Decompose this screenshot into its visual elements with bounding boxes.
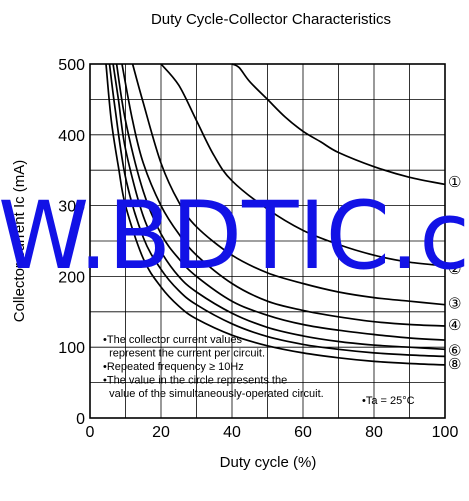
series-line-8	[105, 63, 446, 366]
curve-label: ⑥	[448, 341, 461, 359]
x-tick-label: 40	[223, 424, 241, 441]
y-tick-labels: 0 100 200 300 400 500	[58, 57, 85, 428]
y-tick-label: 400	[58, 128, 85, 145]
x-tick-labels: 0 20 40 60 80 100	[86, 424, 459, 441]
curve-label: ②	[448, 260, 461, 278]
x-tick-label: 60	[294, 424, 312, 441]
note-line: •Repeated frequency ≥ 10Hz	[103, 361, 244, 373]
x-tick-label: 0	[86, 424, 95, 441]
y-tick-label: 200	[58, 269, 85, 286]
curve-label: ⑧	[448, 355, 461, 373]
watermark: W.BDTIC.c	[0, 182, 469, 291]
x-tick-label: 20	[152, 424, 170, 441]
note-line: •The collector current values	[103, 334, 242, 346]
x-tick-label: 80	[365, 424, 383, 441]
note-line: •The value in the circle represents the	[103, 375, 287, 387]
chart-notes: •The collector current values represent …	[103, 334, 324, 400]
x-tick-label: 100	[432, 424, 459, 441]
y-tick-label: 500	[58, 57, 85, 74]
curve-label: ①	[448, 173, 461, 191]
series-line-2	[160, 63, 446, 267]
curve-label: ③	[448, 295, 461, 313]
curve-label: ④	[448, 316, 461, 334]
series-line-6	[112, 63, 446, 351]
y-axis-label: Collector current Ic (mA)	[11, 160, 28, 323]
series-line-3	[131, 63, 446, 306]
note-line: value of the simultaneously-operated cir…	[103, 388, 324, 400]
note-line: represent the current per circuit.	[103, 348, 265, 360]
y-tick-label: 0	[76, 411, 85, 428]
chart-title: Duty Cycle-Collector Characteristics	[151, 11, 391, 28]
series-line-5	[115, 63, 446, 341]
series-line-1	[231, 63, 446, 186]
series-line-7	[108, 63, 446, 358]
curve-labels: ① ② ③ ④ ⑥⑧	[448, 173, 461, 373]
series-line-4	[121, 63, 446, 327]
plot-frame	[89, 63, 446, 419]
y-tick-label: 300	[58, 199, 85, 216]
series-lines	[105, 63, 446, 366]
x-axis-label: Duty cycle (%)	[220, 454, 317, 471]
y-tick-label: 100	[58, 340, 85, 357]
ambient-temperature-note: •Ta = 25°C	[362, 395, 415, 407]
